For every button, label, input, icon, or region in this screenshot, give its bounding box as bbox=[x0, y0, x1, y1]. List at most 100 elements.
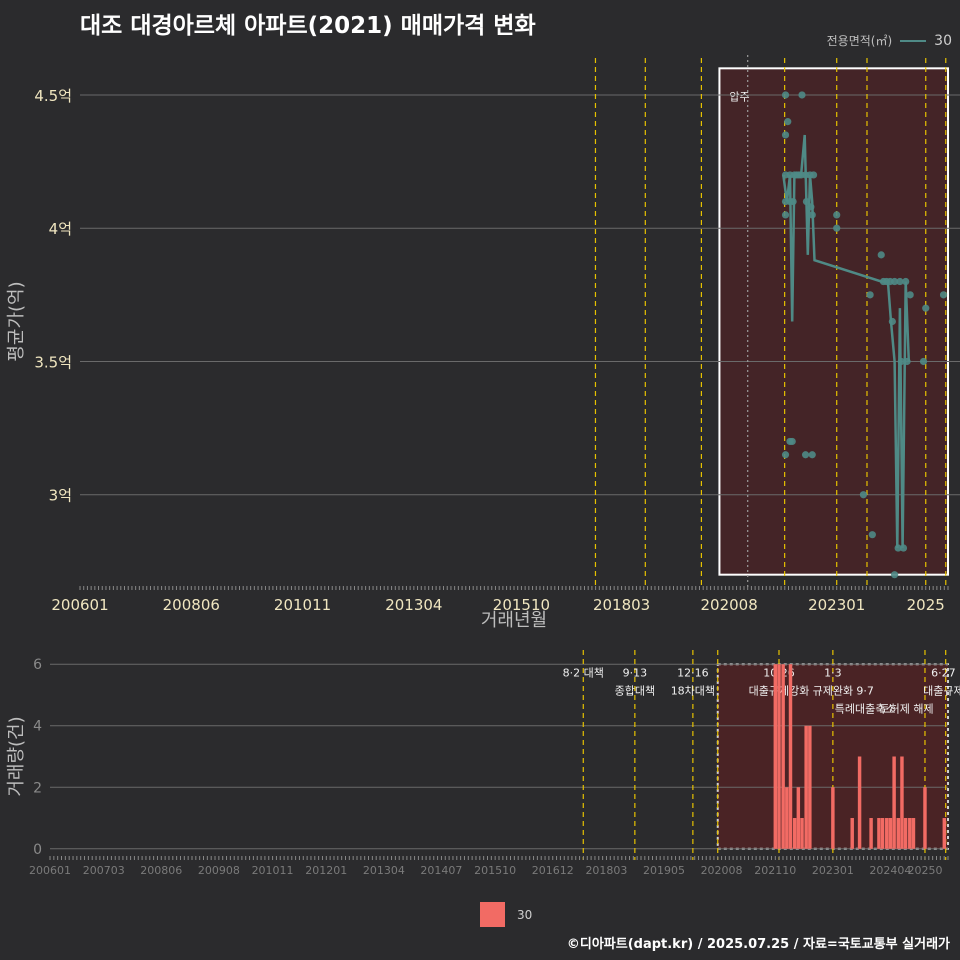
x-tick-label: 201905 bbox=[643, 864, 685, 877]
policy-label-line1: 6·27 bbox=[931, 667, 956, 680]
x-tick-label: 200703 bbox=[83, 864, 125, 877]
data-point bbox=[868, 531, 876, 539]
data-point bbox=[906, 291, 914, 299]
volume-bar bbox=[942, 818, 947, 849]
legend-line-swatch bbox=[900, 39, 927, 42]
x-tick-label: 201612 bbox=[532, 864, 574, 877]
data-point bbox=[859, 491, 868, 499]
data-point bbox=[784, 118, 792, 126]
legend-bar-value: 30 bbox=[517, 907, 533, 922]
volume-bar bbox=[781, 664, 785, 849]
policy-label-line2: 대출규제 bbox=[923, 685, 960, 698]
volume-bar bbox=[892, 756, 896, 849]
x-axis-label: 거래년월 bbox=[481, 610, 547, 631]
policy-label-line2: 종합대책 bbox=[615, 685, 655, 698]
x-tick-label: 200908 bbox=[198, 864, 240, 877]
data-point bbox=[802, 197, 811, 206]
x-tick-label: 201510 bbox=[474, 864, 516, 877]
volume-bar bbox=[796, 787, 801, 849]
x-tick-label: 202008 bbox=[701, 864, 743, 877]
y-tick-label: 4 bbox=[33, 719, 42, 735]
policy-label-line2: 토허제 해제 bbox=[879, 702, 933, 716]
volume-bar bbox=[808, 725, 812, 849]
x-tick-label: 201304 bbox=[385, 596, 442, 614]
volume-bar bbox=[888, 818, 893, 849]
data-point bbox=[899, 544, 908, 552]
volume-bar bbox=[869, 818, 873, 849]
x-tick-label: 201011 bbox=[252, 864, 294, 877]
y-tick-label: 3억 bbox=[49, 487, 72, 505]
policy-label-line2: 18차대책 bbox=[671, 685, 715, 698]
policy-label-line1: 9·13 bbox=[623, 667, 648, 680]
policy-label-line2: 대출규제강화 bbox=[749, 685, 810, 698]
x-tick-label: 2025 bbox=[907, 596, 945, 614]
data-point bbox=[919, 357, 928, 366]
data-point bbox=[801, 451, 810, 459]
x-tick-label: 202301 bbox=[808, 596, 865, 614]
data-point bbox=[894, 544, 902, 552]
volume-bar bbox=[923, 787, 927, 849]
volume-bar bbox=[911, 818, 916, 849]
data-point bbox=[809, 171, 818, 179]
highlight-box bbox=[716, 663, 949, 850]
data-point bbox=[902, 277, 910, 286]
y-axis-label: 거래량(건) bbox=[6, 716, 27, 796]
volume-bar bbox=[792, 818, 797, 849]
data-point bbox=[807, 203, 815, 211]
legend-value: 30 bbox=[934, 32, 952, 49]
volume-bar bbox=[777, 664, 781, 849]
data-point bbox=[781, 451, 790, 459]
policy-label-line1: 8·2 대책 bbox=[563, 667, 604, 680]
volume-bar bbox=[804, 725, 808, 849]
volume-bar bbox=[857, 756, 862, 849]
data-point bbox=[808, 211, 816, 219]
volume-bar bbox=[900, 756, 904, 849]
x-tick-label: 202008 bbox=[700, 596, 757, 614]
y-tick-label: 3.5억 bbox=[34, 353, 72, 371]
data-point bbox=[808, 451, 816, 459]
x-tick-label: 201201 bbox=[305, 864, 347, 877]
volume-bar bbox=[896, 818, 900, 849]
data-point bbox=[788, 437, 796, 446]
y-axis-label: 평균가(억) bbox=[6, 281, 27, 361]
volume-bar bbox=[850, 818, 854, 849]
x-tick-label: 201304 bbox=[363, 864, 405, 877]
data-point bbox=[939, 291, 948, 299]
policy-label-line1: 12·16 bbox=[677, 667, 709, 680]
x-tick-label: 200601 bbox=[29, 864, 71, 877]
series-line bbox=[782, 134, 911, 549]
volume-bar bbox=[885, 818, 889, 849]
data-point bbox=[896, 277, 904, 286]
x-tick-label: 20250 bbox=[907, 864, 942, 877]
x-tick-label: 202110 bbox=[754, 864, 796, 877]
volume-bar bbox=[903, 818, 908, 849]
data-point bbox=[798, 91, 806, 99]
policy-label-line1: 10·26 bbox=[763, 667, 795, 680]
legend-title: 전용면적(㎡) bbox=[826, 34, 893, 48]
volume-bar bbox=[800, 818, 804, 849]
data-point bbox=[903, 357, 911, 366]
data-point bbox=[781, 91, 790, 99]
x-tick-label: 202404 bbox=[869, 864, 911, 877]
y-tick-label: 6 bbox=[33, 657, 42, 673]
volume-bar bbox=[773, 664, 778, 849]
data-point bbox=[833, 224, 841, 232]
legend-top: 전용면적(㎡) 30 bbox=[827, 32, 952, 49]
data-point bbox=[833, 211, 841, 219]
data-point bbox=[890, 571, 899, 579]
policy-label-line2: 규제완화 bbox=[813, 685, 853, 698]
volume-bar bbox=[831, 787, 835, 849]
data-point bbox=[866, 291, 874, 299]
policy-label-line1: 1·3 bbox=[824, 667, 842, 680]
y-tick-label: 4.5억 bbox=[34, 87, 72, 105]
data-point bbox=[897, 357, 905, 366]
footer-credit: ©디아파트(dapt.kr) / 2025.07.25 / 자료=국토교통부 실… bbox=[566, 937, 950, 952]
y-tick-label: 2 bbox=[33, 780, 42, 796]
x-tick-label: 201407 bbox=[420, 864, 462, 877]
data-point bbox=[789, 197, 797, 206]
highlight-label: 압주 bbox=[729, 90, 749, 103]
y-tick-label: 0 bbox=[33, 842, 42, 858]
legend-bottom: 30 bbox=[480, 902, 532, 927]
policy-label-line2: 특례대출축소 bbox=[835, 703, 896, 716]
x-tick-label: 201803 bbox=[593, 596, 650, 614]
